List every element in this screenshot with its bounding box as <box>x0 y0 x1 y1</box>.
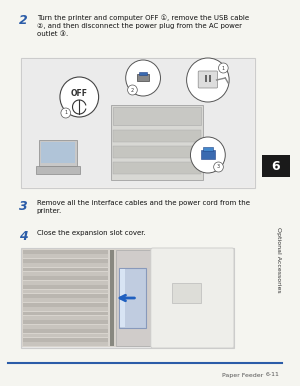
FancyBboxPatch shape <box>113 130 201 142</box>
FancyBboxPatch shape <box>23 342 108 346</box>
Text: Close the expansion slot cover.: Close the expansion slot cover. <box>37 230 146 236</box>
FancyBboxPatch shape <box>172 283 201 303</box>
FancyBboxPatch shape <box>21 58 255 188</box>
Text: Turn the printer and computer OFF ①, remove the USB cable
②, and then disconnect: Turn the printer and computer OFF ①, rem… <box>37 14 249 37</box>
FancyBboxPatch shape <box>110 250 114 346</box>
Text: 1: 1 <box>64 110 67 115</box>
FancyBboxPatch shape <box>203 147 213 151</box>
FancyBboxPatch shape <box>23 267 108 271</box>
FancyBboxPatch shape <box>21 248 234 348</box>
FancyBboxPatch shape <box>23 272 108 276</box>
Circle shape <box>214 162 223 172</box>
FancyBboxPatch shape <box>113 146 201 158</box>
FancyBboxPatch shape <box>22 59 254 187</box>
FancyBboxPatch shape <box>111 105 203 180</box>
FancyBboxPatch shape <box>23 250 108 254</box>
FancyBboxPatch shape <box>23 294 108 298</box>
FancyBboxPatch shape <box>23 329 108 333</box>
FancyBboxPatch shape <box>120 269 125 327</box>
FancyBboxPatch shape <box>40 142 75 163</box>
FancyBboxPatch shape <box>262 155 290 177</box>
FancyBboxPatch shape <box>23 338 108 342</box>
FancyBboxPatch shape <box>23 254 108 258</box>
FancyBboxPatch shape <box>39 140 77 166</box>
Text: Optional Accessories: Optional Accessories <box>276 227 281 293</box>
Circle shape <box>190 137 225 173</box>
Circle shape <box>126 60 160 96</box>
FancyBboxPatch shape <box>23 281 108 284</box>
Text: 1: 1 <box>222 66 225 71</box>
FancyBboxPatch shape <box>209 75 211 82</box>
FancyBboxPatch shape <box>23 290 108 293</box>
FancyBboxPatch shape <box>23 263 108 267</box>
Circle shape <box>128 85 137 95</box>
Text: 4: 4 <box>19 230 28 243</box>
FancyBboxPatch shape <box>139 72 147 75</box>
FancyBboxPatch shape <box>113 162 201 174</box>
Text: 3: 3 <box>217 164 220 169</box>
Text: OFF: OFF <box>71 90 88 98</box>
FancyBboxPatch shape <box>23 259 108 262</box>
FancyBboxPatch shape <box>201 150 214 159</box>
FancyBboxPatch shape <box>113 107 201 125</box>
FancyBboxPatch shape <box>36 166 80 174</box>
FancyBboxPatch shape <box>23 307 108 311</box>
Text: Remove all the interface cables and the power cord from the
printer.: Remove all the interface cables and the … <box>37 200 250 214</box>
Circle shape <box>60 77 99 117</box>
Text: 2: 2 <box>131 88 134 93</box>
FancyBboxPatch shape <box>23 285 108 289</box>
Circle shape <box>218 63 228 73</box>
FancyBboxPatch shape <box>23 320 108 324</box>
Text: 3: 3 <box>19 200 28 213</box>
FancyBboxPatch shape <box>23 276 108 280</box>
FancyBboxPatch shape <box>23 334 108 337</box>
Text: 6-11: 6-11 <box>266 372 280 378</box>
FancyBboxPatch shape <box>116 250 153 346</box>
FancyBboxPatch shape <box>137 74 149 81</box>
FancyBboxPatch shape <box>23 303 108 306</box>
FancyBboxPatch shape <box>23 298 108 302</box>
FancyBboxPatch shape <box>198 71 218 88</box>
Circle shape <box>61 108 70 118</box>
Text: Paper Feeder: Paper Feeder <box>222 372 264 378</box>
FancyBboxPatch shape <box>205 75 207 82</box>
Text: 2: 2 <box>19 14 28 27</box>
FancyBboxPatch shape <box>23 312 108 315</box>
Text: 6: 6 <box>272 159 280 173</box>
FancyBboxPatch shape <box>23 325 108 328</box>
FancyBboxPatch shape <box>23 316 108 320</box>
Circle shape <box>187 58 229 102</box>
FancyBboxPatch shape <box>22 249 233 347</box>
FancyBboxPatch shape <box>119 268 146 328</box>
FancyBboxPatch shape <box>151 248 234 348</box>
